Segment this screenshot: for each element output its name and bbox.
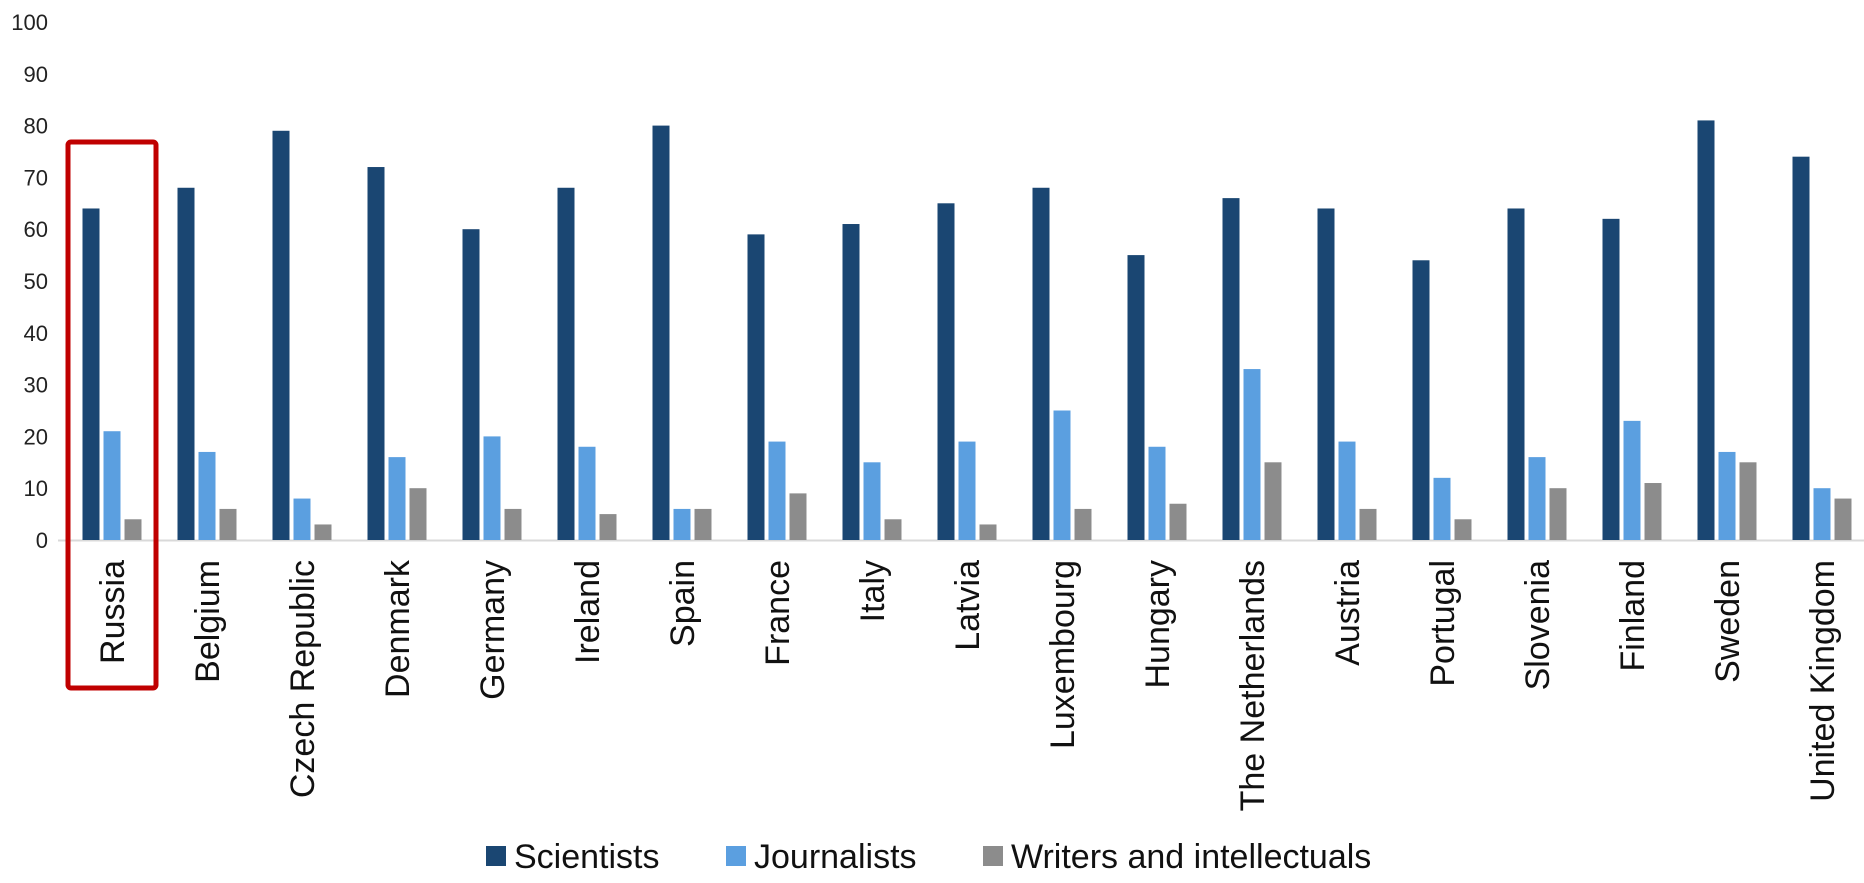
bar-scientists: [1127, 255, 1145, 540]
y-tick-label: 10: [24, 476, 48, 501]
bar-writers-and-intellectuals: [314, 524, 332, 540]
bar-journalists: [768, 441, 786, 540]
bar-scientists: [1222, 198, 1240, 540]
bar-writers-and-intellectuals: [1549, 488, 1567, 540]
bar-scientists: [82, 208, 100, 541]
bar-writers-and-intellectuals: [1834, 498, 1852, 540]
x-category-label: Sweden: [1709, 560, 1747, 683]
bar-journalists: [1623, 420, 1641, 540]
bar-writers-and-intellectuals: [219, 508, 237, 540]
bar-scientists: [1602, 218, 1620, 540]
bar-writers-and-intellectuals: [1644, 483, 1662, 540]
bar-journalists: [1718, 451, 1736, 540]
x-category-label: Spain: [664, 560, 702, 647]
bar-writers-and-intellectuals: [884, 519, 902, 540]
bar-scientists: [1032, 187, 1050, 540]
x-category-label: The Netherlands: [1234, 560, 1272, 811]
bar-writers-and-intellectuals: [124, 519, 142, 540]
y-axis: 0 10 20 30 40 50 60 70 80 90 100: [11, 10, 48, 553]
y-tick-label: 70: [24, 165, 48, 190]
bar-journalists: [673, 508, 691, 540]
bar-scientists: [937, 203, 955, 541]
bar-scientists: [462, 229, 480, 540]
bar-scientists: [1507, 208, 1525, 541]
x-category-label: Hungary: [1139, 560, 1177, 689]
bar-journalists: [388, 457, 406, 540]
bar-writers-and-intellectuals: [504, 508, 522, 540]
x-category-label: Latvia: [949, 560, 987, 651]
bar-scientists: [1317, 208, 1335, 541]
bar-journalists: [1148, 446, 1166, 540]
y-tick-label: 100: [11, 10, 48, 35]
bar-scientists: [177, 187, 195, 540]
bar-writers-and-intellectuals: [1359, 508, 1377, 540]
bar-scientists: [1792, 156, 1810, 540]
y-tick-label: 0: [36, 528, 48, 553]
x-category-label: Denmark: [379, 559, 417, 698]
bar-writers-and-intellectuals: [1169, 503, 1187, 540]
x-axis-labels: Russia Belgium Czech Republic Denmark German…: [94, 559, 1842, 811]
bar-journalists: [483, 436, 501, 540]
legend-swatch: [726, 846, 746, 866]
bar-journalists: [1338, 441, 1356, 540]
bar-writers-and-intellectuals: [789, 493, 807, 540]
y-tick-label: 20: [24, 424, 48, 449]
bar-journalists: [198, 451, 216, 540]
bar-writers-and-intellectuals: [409, 488, 427, 540]
x-category-label: United Kingdom: [1804, 560, 1842, 802]
bar-writers-and-intellectuals: [1264, 462, 1282, 540]
bar-journalists: [578, 446, 596, 540]
x-category-label: Ireland: [569, 560, 607, 664]
x-category-label: Russia: [94, 560, 132, 664]
x-category-label: Finland: [1614, 560, 1652, 672]
legend-label: Writers and intellectuals: [1011, 838, 1371, 876]
bar-writers-and-intellectuals: [599, 514, 617, 540]
x-category-label: France: [759, 560, 797, 666]
bar-scientists: [557, 187, 575, 540]
bar-journalists: [1053, 410, 1071, 540]
bar-journalists: [293, 498, 311, 540]
y-tick-label: 80: [24, 114, 48, 139]
bars: [82, 120, 1852, 541]
bar-scientists: [842, 224, 860, 540]
bar-scientists: [1412, 260, 1430, 540]
x-category-label: Portugal: [1424, 560, 1462, 687]
legend-swatch: [983, 846, 1003, 866]
bar-journalists: [103, 431, 121, 540]
bar-writers-and-intellectuals: [979, 524, 997, 540]
bar-journalists: [1813, 488, 1831, 540]
bar-journalists: [1243, 369, 1261, 540]
x-category-label: Slovenia: [1519, 560, 1557, 691]
bar-scientists: [652, 125, 670, 540]
y-tick-label: 40: [24, 321, 48, 346]
bar-writers-and-intellectuals: [1074, 508, 1092, 540]
legend-swatch: [486, 846, 506, 866]
bar-writers-and-intellectuals: [694, 508, 712, 540]
legend-label: Scientists: [514, 838, 660, 876]
legend: Scientists Journalists Writers and intelle…: [486, 838, 1371, 876]
x-category-label: Belgium: [189, 560, 227, 683]
x-category-label: Italy: [854, 560, 892, 622]
legend-label: Journalists: [754, 838, 917, 876]
bar-scientists: [1697, 120, 1715, 541]
y-tick-label: 50: [24, 269, 48, 294]
bar-journalists: [1528, 457, 1546, 540]
x-category-label: Austria: [1329, 560, 1367, 666]
bar-writers-and-intellectuals: [1739, 462, 1757, 540]
bar-journalists: [958, 441, 976, 540]
bar-scientists: [367, 167, 385, 541]
x-category-label: Czech Republic: [284, 560, 322, 798]
bar-scientists: [272, 130, 290, 540]
y-tick-label: 90: [24, 62, 48, 87]
highlight-box: [65, 139, 159, 691]
x-category-label: Germany: [474, 560, 512, 700]
bar-journalists: [863, 462, 881, 540]
y-tick-label: 60: [24, 217, 48, 242]
y-tick-label: 30: [24, 373, 48, 398]
bar-journalists: [1433, 477, 1451, 540]
x-category-label: Luxembourg: [1044, 560, 1082, 749]
bar-scientists: [747, 234, 765, 540]
bar-writers-and-intellectuals: [1454, 519, 1472, 540]
